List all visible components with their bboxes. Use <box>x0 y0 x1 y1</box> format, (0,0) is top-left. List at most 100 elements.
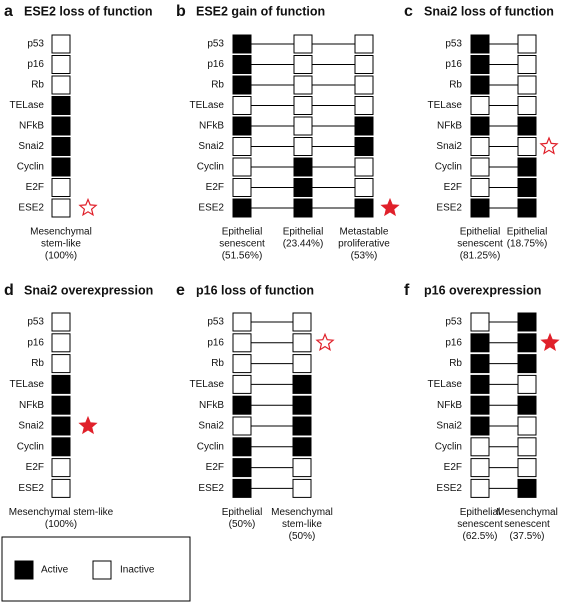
perturbation-star <box>380 197 400 217</box>
state-box <box>470 55 490 74</box>
state-box <box>232 437 252 457</box>
gene-label: NFkB <box>199 400 224 411</box>
gene-label: TELase <box>190 379 225 390</box>
panel-letter: a <box>4 3 13 20</box>
state-box <box>517 55 537 74</box>
state-label: (23.44%) <box>283 239 324 250</box>
state-box <box>51 34 71 54</box>
gene-label: Rb <box>31 358 44 369</box>
state-box <box>517 34 537 54</box>
state-box <box>470 178 490 197</box>
state-label: senescent <box>504 519 550 530</box>
state-box <box>51 75 71 95</box>
state-box <box>517 96 537 115</box>
gene-label: p16 <box>207 59 224 70</box>
state-box <box>354 75 374 95</box>
state-box <box>354 137 374 156</box>
panel-title: ESE2 gain of function <box>196 4 325 18</box>
gene-label: p53 <box>445 317 462 328</box>
state-box <box>470 458 490 478</box>
state-box <box>51 55 71 74</box>
gene-label: NFkB <box>437 400 462 411</box>
state-box <box>517 374 537 394</box>
gene-label: Rb <box>449 80 462 91</box>
gene-label: E2F <box>206 182 224 193</box>
gene-label: Cyclin <box>435 162 462 173</box>
gene-label: Snai2 <box>436 421 462 432</box>
gene-label: Snai2 <box>436 141 462 152</box>
perturbation-star <box>78 197 98 217</box>
gene-label: ESE2 <box>18 483 44 494</box>
gene-label: ESE2 <box>18 203 44 214</box>
perturbation-star <box>315 332 335 351</box>
gene-label: Snai2 <box>198 141 224 152</box>
perturbation-star <box>540 332 560 351</box>
state-box <box>232 374 252 394</box>
state-box <box>51 198 71 218</box>
state-box <box>51 116 71 136</box>
state-box <box>517 458 537 478</box>
state-box <box>232 395 252 415</box>
state-label: senescent <box>219 239 265 250</box>
state-label: (100%) <box>45 519 77 530</box>
state-label: Epithelial <box>283 227 324 238</box>
gene-label: TELase <box>428 379 463 390</box>
state-box <box>232 34 252 54</box>
state-box <box>470 478 490 498</box>
state-box <box>470 137 490 156</box>
panel-title: p16 overexpression <box>424 283 541 297</box>
gene-label: p16 <box>445 337 462 348</box>
state-box <box>51 96 71 115</box>
gene-label: p16 <box>27 59 44 70</box>
gene-label: TELase <box>190 100 225 111</box>
state-box <box>51 333 71 353</box>
gene-label: ESE2 <box>198 483 224 494</box>
state-label: senescent <box>457 519 503 530</box>
state-label: stem-like <box>41 239 81 250</box>
state-box <box>292 437 312 457</box>
state-box <box>232 55 252 74</box>
state-label: Mesenchymal stem-like <box>9 507 114 518</box>
gene-label: Cyclin <box>197 441 224 452</box>
state-label: Epithelial <box>507 227 548 238</box>
state-box <box>470 312 490 332</box>
panel-letter: e <box>176 282 185 299</box>
gene-label: NFkB <box>19 400 44 411</box>
state-box <box>232 333 252 353</box>
state-label: (50%) <box>229 519 256 530</box>
state-box <box>232 157 252 177</box>
state-box <box>51 478 71 498</box>
gene-label: Cyclin <box>435 441 462 452</box>
state-box <box>232 75 252 95</box>
panel-letter: d <box>4 282 14 299</box>
gene-label: ESE2 <box>436 203 462 214</box>
gene-label: p53 <box>445 39 462 50</box>
state-label: Epithelial <box>460 507 501 518</box>
state-box <box>354 178 374 197</box>
state-box <box>293 178 313 197</box>
state-label: proliferative <box>338 239 390 250</box>
state-box <box>354 157 374 177</box>
gene-label: TELase <box>10 100 45 111</box>
gene-label: p53 <box>207 39 224 50</box>
state-label: Epithelial <box>222 507 263 518</box>
state-box <box>354 55 374 74</box>
state-box <box>517 395 537 415</box>
gene-label: Cyclin <box>17 441 44 452</box>
state-box <box>470 333 490 353</box>
state-box <box>354 96 374 115</box>
gene-label: ESE2 <box>198 203 224 214</box>
gene-label: p53 <box>27 317 44 328</box>
state-box <box>293 55 313 74</box>
panel-title: p16 loss of function <box>196 283 314 297</box>
state-box <box>517 416 537 436</box>
state-box <box>470 157 490 177</box>
state-box <box>470 416 490 436</box>
state-box <box>354 198 374 218</box>
state-box <box>517 157 537 177</box>
state-box <box>232 198 252 218</box>
state-box <box>232 137 252 156</box>
state-label: Mesenchymal <box>271 507 333 518</box>
state-box <box>517 178 537 197</box>
